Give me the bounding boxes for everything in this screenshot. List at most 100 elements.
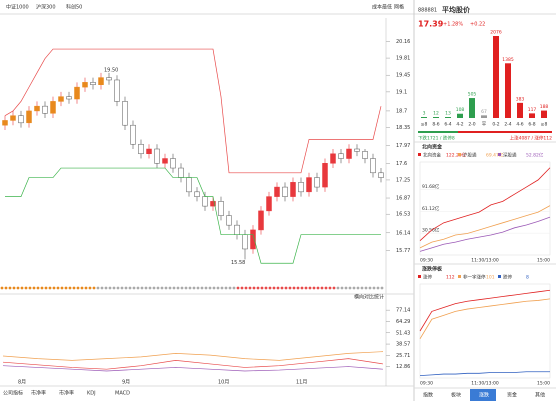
signal-dot [52, 286, 56, 290]
candle-body [226, 215, 232, 226]
signal-dot [376, 286, 380, 290]
candle-body [282, 186, 288, 197]
signal-dot [244, 286, 248, 290]
side-tab[interactable]: 指数 [423, 392, 433, 399]
low-annotation: 15.58 [231, 260, 245, 266]
side-tab[interactable]: 板块 [451, 392, 461, 399]
candle-body [250, 229, 256, 250]
dist-value: 188 [540, 104, 549, 110]
signal-dot [240, 286, 244, 290]
signal-dot [80, 286, 84, 290]
legend-swatch [458, 275, 461, 278]
candle-body [194, 191, 200, 197]
signal-dot [248, 286, 252, 290]
bottom-tab[interactable]: MACD [115, 391, 130, 397]
signal-dot [348, 286, 352, 290]
signal-dot [4, 286, 8, 290]
signal-dot [84, 286, 88, 290]
candle-body [98, 77, 104, 85]
legend-name: 涨停 [423, 274, 432, 281]
candle-body [114, 79, 120, 102]
candle-body [274, 186, 280, 197]
bottom-tab[interactable]: 公司指标 [3, 390, 23, 397]
signal-dot [180, 286, 184, 290]
dist-value: 67 [481, 109, 487, 115]
candle-body [234, 224, 240, 235]
bottom-tab[interactable]: 市净率 [59, 390, 74, 397]
signal-dot [224, 286, 228, 290]
signal-dot [252, 286, 256, 290]
series-line [419, 216, 551, 252]
candle-body [362, 151, 368, 159]
candle-body [202, 196, 208, 207]
signal-dot [328, 286, 332, 290]
dist-category: 平 [482, 122, 487, 128]
candle-body [210, 201, 216, 207]
signal-dot [40, 286, 44, 290]
signal-dot [172, 286, 176, 290]
signal-dot [192, 286, 196, 290]
signal-dot [156, 286, 160, 290]
x-tick-label: 11:30/13:00 [471, 381, 499, 387]
tab[interactable]: 沪深300 [36, 4, 56, 11]
signal-dot [96, 286, 100, 290]
indicator-line [2, 365, 384, 372]
signal-dot [364, 286, 368, 290]
candle-body [330, 153, 336, 164]
signal-dot [208, 286, 212, 290]
signal-dot [264, 286, 268, 290]
dist-category: 4-2 [456, 122, 463, 128]
candle-body [146, 148, 152, 155]
dist-category: 6-4 [444, 122, 451, 128]
signal-dot [280, 286, 284, 290]
tab[interactable]: 科创50 [66, 4, 82, 11]
signal-dot [324, 286, 328, 290]
signal-dot [272, 286, 276, 290]
y-tick-label: 91.68亿 [422, 183, 440, 190]
dist-bar [433, 117, 439, 118]
signal-dot [184, 286, 188, 290]
toolbar-item[interactable]: 网格 [394, 4, 404, 11]
signal-dot [60, 286, 64, 290]
candle-body [218, 201, 224, 216]
legend-swatch [498, 275, 501, 278]
side-tab[interactable]: 其他 [535, 392, 545, 399]
series-line [419, 298, 551, 340]
candle-body [354, 148, 360, 152]
side-tab[interactable]: 资金 [507, 392, 517, 399]
candle-body [34, 105, 40, 112]
signal-dot [372, 286, 376, 290]
x-tick-label: 15:00 [537, 258, 550, 264]
quote-price: 17.39 [418, 20, 444, 29]
plot-frame [419, 161, 551, 256]
legend-swatch [498, 153, 501, 156]
signal-dot [92, 286, 96, 290]
dist-value: 383 [516, 96, 525, 102]
candle-body [66, 96, 72, 100]
indicator-line [2, 351, 384, 361]
lower-band [5, 167, 381, 264]
dist-category: ≥8 [541, 122, 548, 128]
y-tick-label: 19.45 [396, 73, 410, 79]
tab[interactable]: 中证1000 [6, 4, 29, 11]
dist-bar [481, 115, 487, 118]
signal-dot [28, 286, 32, 290]
signal-dot [0, 286, 4, 290]
y-tick-label: 17.6 [396, 161, 407, 167]
bottom-tab[interactable]: 市净率 [31, 390, 46, 397]
signal-dot [288, 286, 292, 290]
quote-name: 平均股价 [442, 5, 471, 14]
signal-dot [320, 286, 324, 290]
legend-name: 深股通 [503, 152, 517, 159]
candle-body [106, 77, 112, 81]
bottom-tab[interactable]: KDJ [87, 391, 96, 397]
signal-dot [76, 286, 80, 290]
y-tick-label: 20.16 [396, 39, 410, 45]
dist-category: 4-6 [516, 122, 523, 128]
side-tab[interactable]: 涨跌 [479, 392, 489, 399]
dist-bar [505, 63, 511, 118]
dist-bar [421, 117, 427, 118]
signal-dot [380, 286, 384, 290]
toolbar-item[interactable]: 成本最低 [372, 4, 392, 11]
